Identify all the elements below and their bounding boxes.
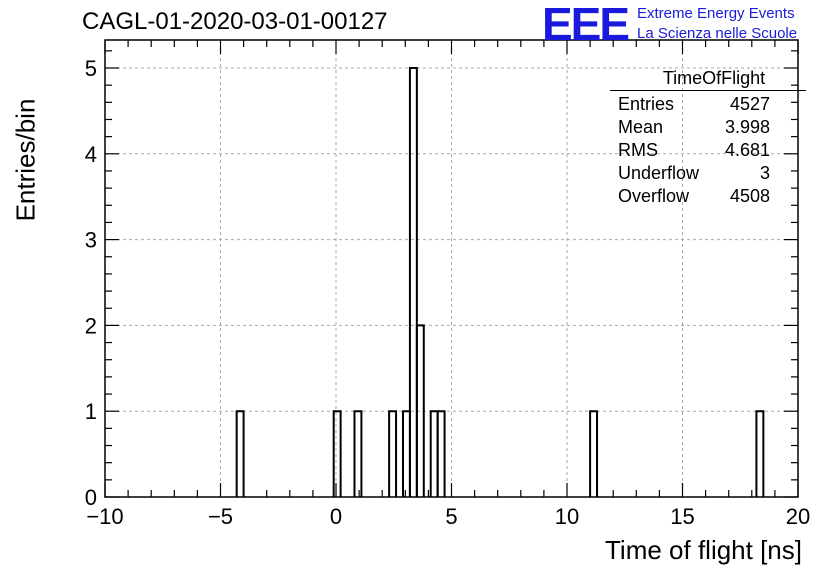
histogram-bin	[235, 410, 245, 497]
y-tick-label: 0	[85, 485, 97, 510]
eee-logo: EEE	[542, 0, 630, 50]
y-tick-label: 1	[85, 399, 97, 424]
histogram-bin	[401, 410, 411, 497]
stats-value: 3	[759, 163, 770, 183]
stats-label: Mean	[618, 117, 664, 137]
stats-value: 4508	[729, 186, 770, 206]
y-tick-label: 5	[85, 56, 97, 81]
plot-frame	[104, 39, 799, 498]
y-tick-label: 2	[85, 313, 97, 338]
histogram-bin	[415, 324, 425, 497]
stats-title: TimeOfFlight	[610, 68, 806, 91]
grid-lines	[105, 40, 798, 497]
histogram-bin	[436, 410, 446, 497]
stats-row-rms: RMS 4.681	[610, 139, 806, 162]
x-tick-label: 10	[555, 504, 579, 529]
stats-value: 4527	[729, 94, 770, 114]
stats-box: TimeOfFlight Entries 4527 Mean 3.998 RMS…	[610, 68, 806, 208]
x-tick-label: 15	[670, 504, 694, 529]
stats-row-overflow: Overflow 4508	[610, 185, 806, 208]
x-tick-label: 0	[330, 504, 342, 529]
stats-label: Underflow	[618, 163, 700, 183]
x-tick-label: −10	[86, 504, 123, 529]
stats-value: 4.681	[724, 140, 770, 160]
eee-logo-caption: Extreme Energy Events La Scienza nelle S…	[637, 4, 797, 44]
x-tick-label: 5	[445, 504, 457, 529]
stats-value: 3.998	[724, 117, 770, 137]
histogram-bin	[388, 410, 398, 497]
histogram-bin	[755, 410, 765, 497]
chart-title: CAGL-01-2020-03-01-00127	[82, 8, 388, 35]
y-tick-label: 4	[85, 142, 97, 167]
y-axis-label: Entries/bin	[10, 98, 41, 222]
histogram-bin	[429, 410, 439, 497]
stats-row-entries: Entries 4527	[610, 93, 806, 116]
y-axis-label-wrap: Entries/bin	[6, 98, 46, 222]
histogram-bins	[235, 67, 765, 497]
histogram-bin	[408, 67, 418, 497]
stats-label: Overflow	[618, 186, 690, 206]
stats-label: RMS	[618, 140, 658, 160]
x-tick-label: 20	[786, 504, 810, 529]
stats-row-underflow: Underflow 3	[610, 162, 806, 185]
x-tick-labels: −10 −5 0 5 10 15 20	[86, 504, 810, 529]
x-axis-label: Time of flight [ns]	[605, 535, 802, 565]
histogram-bin	[353, 410, 363, 497]
y-tick-labels: 0 1 2 3 4 5	[85, 56, 97, 510]
stats-row-mean: Mean 3.998	[610, 116, 806, 139]
x-tick-label: −5	[208, 504, 233, 529]
y-tick-label: 3	[85, 228, 97, 253]
stats-label: Entries	[618, 94, 675, 114]
logo-line-1: Extreme Energy Events	[637, 5, 795, 22]
logo-line-2: La Scienza nelle Scuole	[637, 25, 798, 42]
histogram-bin	[589, 410, 599, 497]
histogram-bin	[332, 410, 342, 497]
axis-ticks	[104, 40, 799, 498]
